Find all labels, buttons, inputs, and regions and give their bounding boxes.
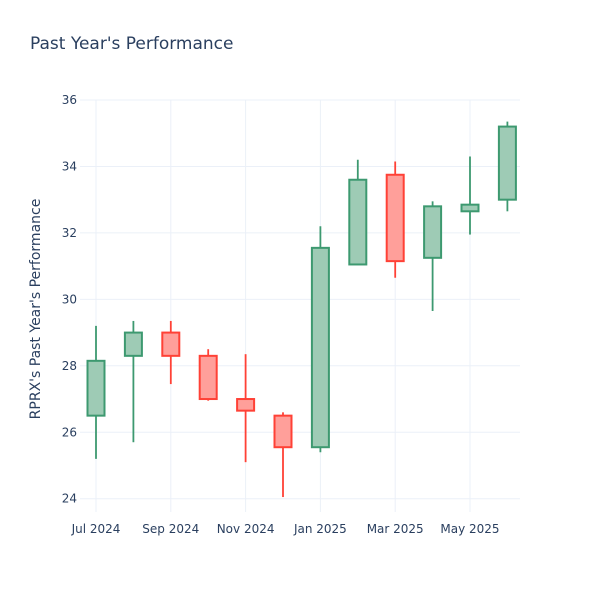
- y-tick-label: 30: [62, 292, 77, 306]
- candle-body: [310, 246, 330, 449]
- y-axis-ticks: 24 26 28 30 32 34 36: [62, 93, 77, 506]
- y-tick-label: 32: [62, 226, 77, 240]
- candle-body: [123, 331, 143, 357]
- candle: [423, 201, 443, 311]
- candle: [385, 161, 405, 278]
- candle-body: [198, 354, 218, 401]
- candle: [460, 156, 480, 235]
- x-tick-label: May 2025: [440, 522, 499, 536]
- y-tick-label: 24: [62, 492, 77, 506]
- chart-title: Past Year's Performance: [30, 34, 234, 54]
- x-tick-label: Jul 2024: [71, 522, 121, 536]
- candle-body: [273, 414, 293, 449]
- y-tick-label: 26: [62, 425, 77, 439]
- candle: [198, 349, 218, 401]
- x-tick-label: Mar 2025: [367, 522, 424, 536]
- x-tick-label: Jan 2025: [293, 522, 347, 536]
- candle-body: [460, 203, 480, 213]
- y-tick-label: 28: [62, 359, 77, 373]
- candles: [86, 121, 517, 498]
- y-axis-title: RPRX's Past Year's Performance: [28, 199, 44, 420]
- candle-body: [385, 173, 405, 263]
- candle: [86, 325, 106, 459]
- candle-body: [348, 178, 368, 266]
- candle: [310, 226, 330, 453]
- candle-body: [236, 398, 256, 412]
- candle: [497, 121, 517, 212]
- candle: [236, 354, 256, 463]
- gridlines: [80, 99, 520, 512]
- candle-body: [423, 205, 443, 259]
- y-tick-label: 34: [62, 159, 77, 173]
- candle: [161, 320, 181, 385]
- x-tick-label: Nov 2024: [217, 522, 275, 536]
- x-axis-ticks: Jul 2024 Sep 2024 Nov 2024 Jan 2025 Mar 2025…: [71, 522, 500, 536]
- candle: [348, 159, 368, 266]
- candle: [123, 320, 143, 443]
- candle: [273, 412, 293, 498]
- x-tick-label: Sep 2024: [142, 522, 199, 536]
- y-tick-label: 36: [62, 93, 77, 107]
- candle-body: [86, 359, 106, 417]
- candle-body: [497, 125, 517, 201]
- candle-body: [161, 331, 181, 357]
